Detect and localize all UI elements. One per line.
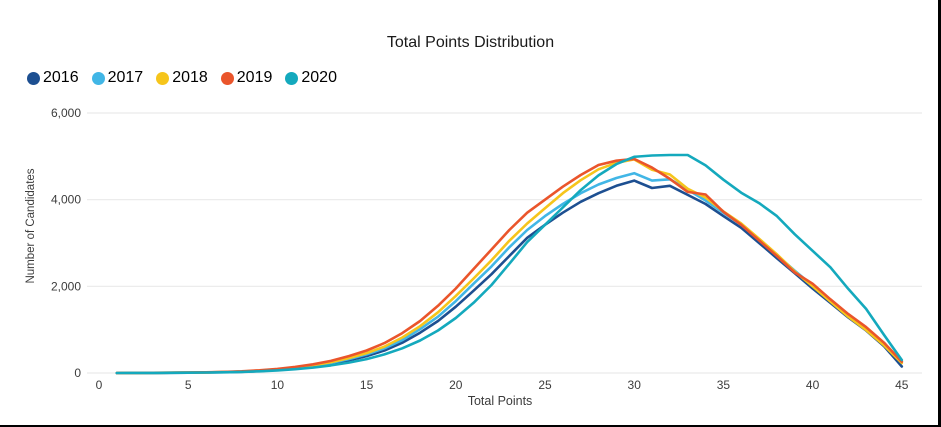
series-line-2017 [115, 171, 904, 375]
y-tick-label: 2,000 [51, 279, 81, 293]
series-line-2019 [115, 157, 904, 375]
x-tick-label: 40 [806, 378, 820, 392]
series-line-2018 [115, 158, 904, 375]
legend-dot-icon [156, 71, 170, 85]
legend-dot-icon [91, 71, 105, 85]
legend: 2016 2017 2018 2019 2020 [27, 69, 337, 87]
legend-item-2016[interactable]: 2016 [27, 69, 79, 87]
legend-label: 2020 [301, 69, 337, 86]
legend-item-2020[interactable]: 2020 [285, 69, 337, 87]
x-tick-label: 30 [628, 378, 642, 392]
legend-label: 2019 [236, 69, 273, 86]
legend-dot-icon [220, 71, 234, 85]
y-tick-label: 6,000 [51, 106, 81, 120]
chart-title: Total Points Distribution [386, 34, 555, 51]
legend-item-2018[interactable]: 2018 [156, 69, 208, 87]
legend-label: 2016 [43, 69, 79, 86]
legend-dot-icon [27, 71, 40, 85]
x-tick-label: 5 [185, 378, 192, 392]
legend-item-2017[interactable]: 2017 [91, 69, 144, 87]
series-line-2020 [115, 153, 904, 375]
x-axis-title: Total Points [467, 394, 533, 408]
x-tick-label: 45 [895, 378, 909, 392]
legend-dot-icon [285, 71, 299, 85]
legend-label: 2018 [172, 69, 208, 86]
x-tick-label: 20 [449, 378, 463, 392]
legend-label: 2017 [107, 69, 144, 86]
legend-item-2019[interactable]: 2019 [220, 69, 273, 87]
x-tick-label: 25 [538, 378, 552, 392]
series-line-2016 [115, 179, 904, 375]
y-axis-title: Number of Candidates [25, 168, 37, 284]
y-tick-label: 4,000 [51, 193, 81, 207]
x-tick-label: 15 [360, 378, 374, 392]
x-tick-label: 0 [96, 378, 103, 392]
x-tick-label: 35 [717, 378, 731, 392]
x-tick-label: 10 [271, 378, 285, 392]
y-tick-label: 0 [74, 366, 81, 380]
